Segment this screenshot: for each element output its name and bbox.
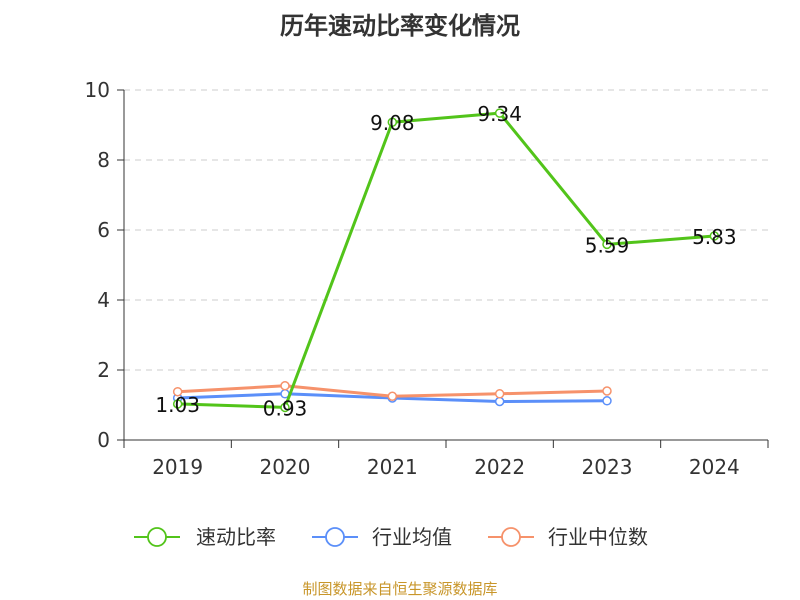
y-tick-label: 10	[85, 78, 110, 102]
series-point-1	[494, 396, 505, 407]
y-tick-label: 2	[97, 358, 110, 382]
series-point-0	[494, 108, 505, 118]
legend: 速动比率 行业均值 行业中位数	[134, 525, 648, 549]
y-tick-label: 4	[97, 288, 110, 312]
series-point-0	[172, 399, 183, 409]
series-point-2	[172, 386, 183, 397]
data-label: 5.83	[692, 225, 737, 249]
series-point-0	[387, 117, 398, 127]
data-label: 9.08	[370, 111, 415, 135]
series-line-0	[177, 111, 715, 409]
y-tick-label: 0	[97, 428, 110, 452]
series-point-0	[709, 231, 720, 241]
y-tick-label: 6	[97, 218, 110, 242]
source-note: 制图数据来自恒生聚源数据库	[302, 580, 498, 598]
legend-marker-1	[325, 527, 345, 547]
y-tick-label: 8	[97, 148, 110, 172]
x-tick-label: 2020	[260, 455, 311, 479]
x-tick-label: 2021	[367, 455, 418, 479]
x-tick-label: 2022	[474, 455, 525, 479]
data-label: 0.93	[263, 396, 308, 420]
series-point-0	[280, 402, 290, 413]
x-tick-label: 2023	[582, 455, 633, 479]
legend-label-2: 行业中位数	[548, 525, 648, 549]
axis-layer: 0 2 4 6 8 10 2019 2020 2021 2022 2023 2024	[85, 78, 769, 479]
series-point-2	[602, 386, 612, 396]
label-layer: 1.03 0.93 9.08 9.34 5.59 5.83	[155, 102, 736, 420]
legend-label-0: 速动比率	[196, 525, 276, 549]
series-point-2	[387, 391, 398, 401]
data-label: 5.59	[585, 233, 630, 257]
series-point-2	[280, 381, 290, 391]
x-tick-label: 2019	[152, 455, 203, 479]
legend-label-1: 行业均值	[372, 525, 452, 549]
grid-layer	[124, 89, 768, 371]
series-point-1	[602, 396, 612, 406]
legend-marker-0	[147, 527, 167, 547]
series-point-0	[602, 239, 612, 250]
data-label: 9.34	[477, 102, 522, 126]
legend-marker-2	[501, 527, 521, 547]
series-point-2	[494, 389, 505, 399]
chart-title: 历年速动比率变化情况	[280, 12, 520, 40]
data-label: 1.03	[155, 393, 200, 417]
x-tick-label: 2024	[689, 455, 740, 479]
series-layer	[172, 108, 720, 413]
